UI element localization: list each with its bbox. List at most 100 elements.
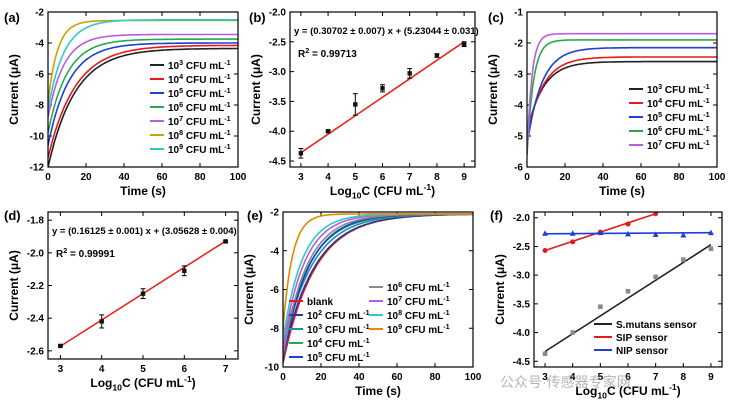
- text-part: 10: [307, 325, 319, 336]
- text-part: y = (0.30702 ± 0.007) x + (5.23044 ± 0.0…: [294, 26, 479, 37]
- legend: S.mutans sensor SIP sensor NIP sensor: [594, 320, 697, 357]
- text-part: 10: [647, 141, 659, 152]
- x-tick-label: 60: [635, 172, 647, 183]
- text-part: 3: [658, 82, 662, 91]
- x-tick-label: 8: [681, 372, 687, 383]
- data-point: [570, 330, 576, 335]
- y-tick-label: -3.5: [513, 299, 531, 310]
- text-part: CFU mL: [183, 117, 224, 128]
- fit-equation: y = (0.16125 ± 0.001) x + (3.05628 ± 0.0…: [52, 226, 237, 237]
- text-part: -1: [363, 336, 369, 345]
- text-part: 10: [647, 113, 659, 124]
- text-part: Current (μA): [7, 250, 21, 321]
- legend-label: 106​ CFU mL-1​: [387, 280, 450, 294]
- data-point: [325, 129, 331, 134]
- y-tick-label: -2.0: [269, 8, 287, 19]
- y-axis-label: Current (μA): [249, 54, 263, 125]
- data-point: [625, 221, 631, 227]
- y-tick-label: -2: [514, 39, 523, 50]
- series-line-4: [527, 32, 717, 155]
- series-line-8: [283, 213, 473, 329]
- x-tick-label: 80: [194, 172, 206, 183]
- text-part: 10: [647, 99, 659, 110]
- data-point: [223, 239, 228, 244]
- y-tick-label: -1: [514, 8, 523, 19]
- x-tick-label: 40: [353, 372, 365, 383]
- y-tick-label: -2.0: [513, 213, 531, 224]
- y-tick-label: -2.6: [27, 346, 45, 357]
- y-tick-label: -4.5: [269, 157, 287, 168]
- legend-label: 108​ CFU mL-1​: [168, 128, 231, 142]
- panel-d: (d) 3 4 5 6 7 -2.6 -2.4 -2.2 -2.0 -1.8 Log10C (CFU …: [4, 208, 239, 393]
- text-part: CFU mL: [322, 325, 363, 336]
- text-part: 10: [352, 191, 362, 201]
- data-point: [380, 86, 385, 91]
- legend-label: 102​ CFU mL-1​: [307, 308, 370, 322]
- text-part: 10: [647, 85, 659, 96]
- text-part: -1: [703, 82, 709, 91]
- x-tick-label: 20: [559, 172, 571, 183]
- text-part: 7: [179, 114, 183, 123]
- panel-c: (c) 0 20 40 60 80 100 -6 -5 -4 -3 -2 -1 Time (s) Curre…: [486, 8, 726, 199]
- text-part: CFU mL: [402, 297, 443, 308]
- text-part: = 0.99713: [309, 49, 357, 60]
- x-tick-label: 3: [542, 372, 548, 383]
- x-tick-label: 20: [315, 372, 327, 383]
- series-line-1: [48, 44, 238, 158]
- text-part: 7: [658, 138, 662, 147]
- text-part: 10: [168, 103, 180, 114]
- text-part: CFU mL: [662, 127, 703, 138]
- text-part: 2: [318, 308, 322, 317]
- legend-label: 104​ CFU mL-1​: [647, 96, 710, 110]
- y-tick-label: -3.0: [269, 67, 287, 78]
- legend-label: 105​ CFU mL-1​: [168, 86, 231, 100]
- series-line-2: [527, 46, 717, 146]
- series-line-3: [48, 38, 238, 134]
- x-tick-label: 6: [182, 364, 188, 375]
- text-part: 10: [387, 283, 399, 294]
- plot-frame: [289, 11, 476, 168]
- x-tick-label: 40: [597, 172, 609, 183]
- text-part: -1: [224, 100, 230, 109]
- text-part: -1: [703, 96, 709, 105]
- x-tick-label: 60: [391, 372, 403, 383]
- text-part: 9: [398, 322, 402, 331]
- text-part: 10: [647, 127, 659, 138]
- legend-label: 109​ CFU mL-1​: [168, 142, 231, 156]
- text-part: 10: [168, 75, 180, 86]
- x-tick-label: 0: [524, 172, 530, 183]
- x-tick-label: 3: [298, 172, 304, 183]
- data-point: [569, 230, 576, 236]
- text-part: CFU mL: [322, 311, 363, 322]
- x-tick-label: 6: [625, 372, 631, 383]
- text-part: Time (s): [355, 384, 401, 398]
- text-part: (CFU mL: [131, 376, 184, 390]
- text-part: -1: [443, 294, 449, 303]
- data-point: [597, 229, 604, 236]
- text-part: -1: [423, 182, 431, 192]
- y-tick-label: -4.0: [513, 328, 531, 339]
- text-part: CFU mL: [662, 113, 703, 124]
- data-point: [570, 239, 576, 245]
- text-part: 3: [179, 58, 183, 67]
- text-part: ): [431, 184, 435, 198]
- text-part: 10: [168, 89, 180, 100]
- text-part: -1: [224, 114, 230, 123]
- text-part: 8: [398, 308, 402, 317]
- data-point: [461, 41, 467, 47]
- text-part: 10: [307, 339, 319, 350]
- x-axis-label: Time (s): [355, 384, 401, 398]
- watermark: 公众号·传感器专家网: [500, 374, 631, 390]
- plot-frame: [47, 11, 239, 168]
- legend-label: 105​ CFU mL-1​: [307, 350, 370, 364]
- x-tick-label: 7: [223, 364, 229, 375]
- text-part: blank: [307, 297, 334, 308]
- x-axis-label: Log10C (CFU mL-1​): [330, 182, 435, 200]
- text-part: 8: [179, 128, 183, 137]
- panel-a: (a) 0 20 40 60 80 100 -12 -10 -8 -6 -4 -2 Time (s) Cur…: [4, 8, 247, 199]
- plot-frame: [282, 211, 474, 368]
- x-tick-label: 80: [429, 372, 441, 383]
- text-part: -1: [669, 382, 677, 392]
- series-line-0: [48, 47, 238, 167]
